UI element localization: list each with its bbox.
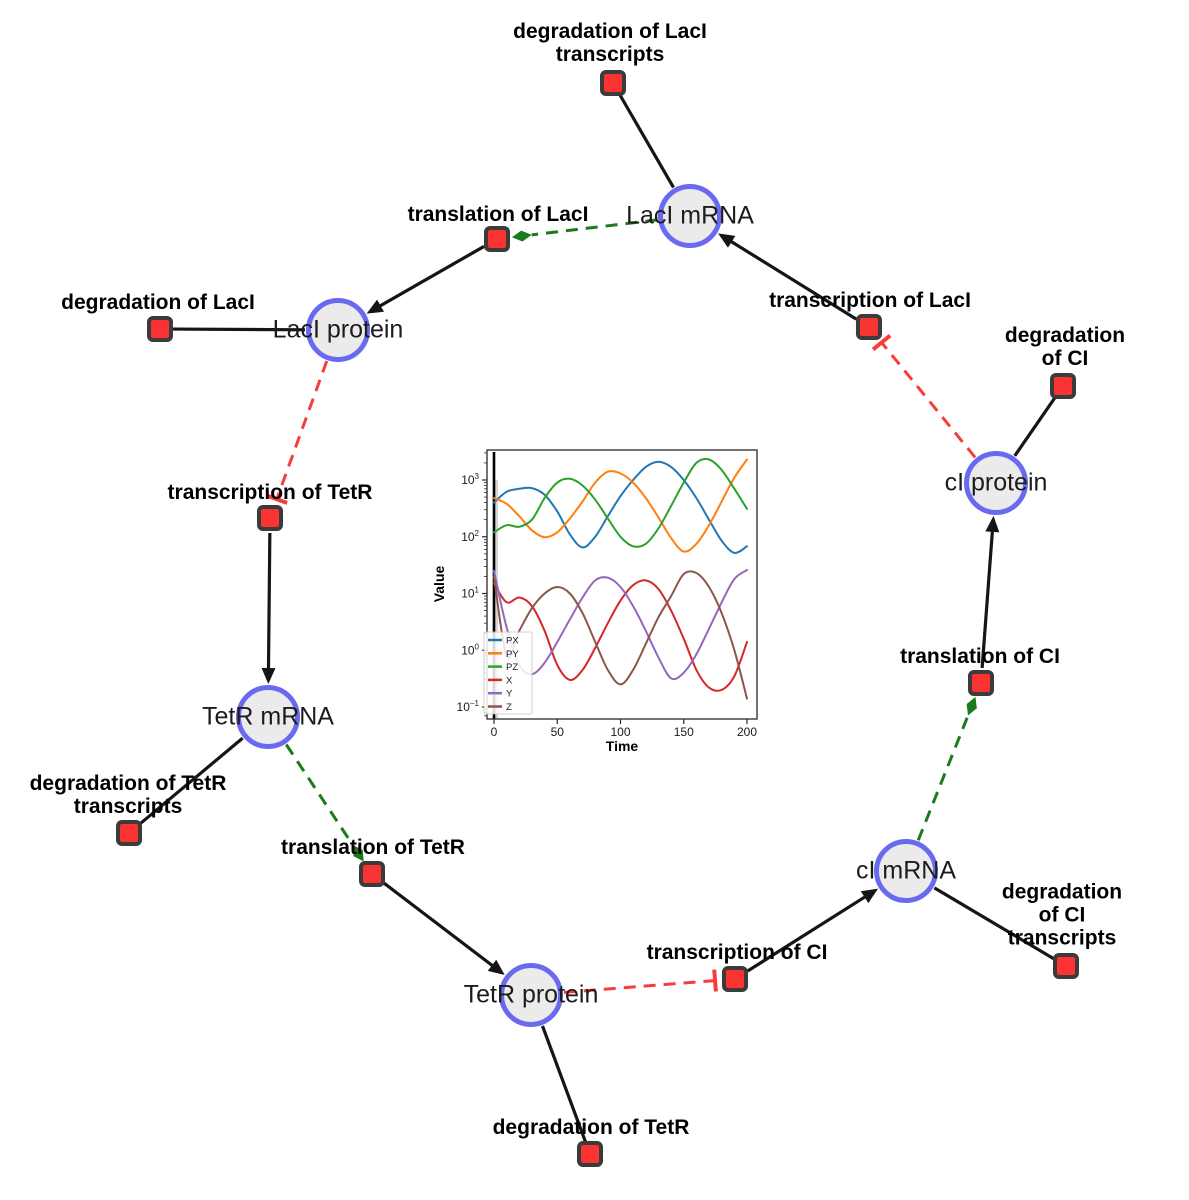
chart-x-tick-label: 50 <box>551 725 565 739</box>
species-label-tetr-mrna: TetR mRNA <box>202 702 334 731</box>
chart-frame <box>486 449 758 720</box>
reaction-node-deg-ci-transcripts <box>1053 953 1079 979</box>
reaction-node-deg-tetr-transcripts <box>116 820 142 846</box>
reaction-node-deg-laci <box>147 316 173 342</box>
reaction-node-transcription-ci <box>722 966 748 992</box>
reaction-label-translation-tetr: translation of TetR <box>281 835 465 859</box>
chart-series-PY <box>493 458 748 553</box>
edge-laci-mrna-translation-laci <box>511 218 658 242</box>
species-node-ci-protein <box>964 451 1028 515</box>
reaction-label-transcription-tetr: transcription of TetR <box>167 480 373 504</box>
chart-legend-label-Z: Z <box>506 702 512 713</box>
edge-transcription-ci-ci-mrna <box>746 888 879 973</box>
chart-x-tick-label: 150 <box>674 725 694 739</box>
edge-laci-protein-transcription-tetr <box>265 360 329 505</box>
reaction-node-deg-tetr <box>577 1141 603 1167</box>
chart-series-Z <box>493 570 748 700</box>
species-label-ci-protein: cI protein <box>944 468 1048 497</box>
reaction-node-deg-ci <box>1050 373 1076 399</box>
reaction-node-translation-tetr <box>359 861 385 887</box>
edge-tetr-protein-deg-tetr <box>540 1025 587 1143</box>
reaction-node-transcription-laci <box>856 314 882 340</box>
species-label-laci-mrna: LacI mRNA <box>626 201 754 230</box>
edge-transcription-tetr-tetr-mrna <box>261 532 276 685</box>
chart-legend-label-PZ: PZ <box>506 662 518 673</box>
edge-laci-protein-deg-laci <box>172 327 306 332</box>
chart-x-tick-label: 100 <box>610 725 630 739</box>
species-node-laci-mrna <box>658 184 722 248</box>
reaction-node-translation-ci <box>968 670 994 696</box>
chart-y-tick-label: 10−1 <box>457 699 480 714</box>
reaction-node-transcription-tetr <box>257 505 283 531</box>
reaction-label-deg-ci: degradation of CI <box>1004 323 1126 370</box>
reaction-label-deg-ci-transcripts: degradation of CI transcripts <box>1001 880 1123 950</box>
chart-y-tick-label: 102 <box>461 529 479 544</box>
chart-legend-label-X: X <box>506 675 513 686</box>
reaction-label-translation-ci: translation of CI <box>900 644 1060 668</box>
reaction-label-deg-laci-transcripts: degradation of LacI transcripts <box>513 19 707 66</box>
species-node-tetr-protein <box>499 963 563 1027</box>
chart-y-tick-label: 100 <box>461 642 479 657</box>
chart-series-PZ <box>493 457 748 548</box>
edge-ci-protein-transcription-laci <box>871 334 977 459</box>
edge-tetr-protein-transcription-ci <box>563 969 718 994</box>
chart-legend-label-PY: PY <box>506 649 519 660</box>
edge-tetr-mrna-deg-tetr-transcripts <box>137 736 244 826</box>
chart-x-tick-label: 0 <box>491 725 498 739</box>
edge-transcription-laci-laci-mrna <box>718 233 858 321</box>
chart-y-axis-label: Value <box>431 566 447 603</box>
edge-translation-ci-ci-protein <box>980 515 1000 669</box>
species-node-tetr-mrna <box>236 685 300 749</box>
reaction-label-transcription-laci: transcription of LacI <box>769 288 971 312</box>
edge-ci-mrna-translation-ci <box>916 696 977 841</box>
species-node-ci-mrna <box>874 839 938 903</box>
chart-y-tick-label: 101 <box>461 586 479 601</box>
species-node-laci-protein <box>306 298 370 362</box>
reaction-node-deg-laci-transcripts <box>600 70 626 96</box>
chart-legend: PX PY PZ XYZ <box>483 631 533 715</box>
chart-series-PX <box>493 460 748 554</box>
reaction-label-deg-tetr-transcripts: degradation of TetR transcripts <box>29 771 227 818</box>
inset-chart: 0 50 100 150 20010−1100101102103TimeValuePXP… <box>431 449 758 754</box>
reaction-label-deg-laci: degradation of LacI <box>61 290 255 314</box>
chart-x-tick-label: 200 <box>737 725 757 739</box>
edge-ci-protein-deg-ci <box>1013 395 1057 457</box>
chart-x-axis-label: Time <box>606 738 639 754</box>
chart-legend-label-PX: PX <box>506 636 519 647</box>
reaction-node-translation-laci <box>484 226 510 252</box>
chart-curves <box>493 457 748 700</box>
reaction-label-deg-tetr: degradation of TetR <box>492 1115 690 1139</box>
edge-tetr-mrna-translation-tetr <box>284 743 364 862</box>
edge-ci-mrna-deg-ci-transcripts <box>933 886 1056 961</box>
species-label-ci-mrna: cI mRNA <box>856 856 956 885</box>
reaction-label-translation-laci: translation of LacI <box>407 202 589 226</box>
reaction-label-transcription-ci: transcription of CI <box>646 940 828 964</box>
edge-translation-tetr-tetr-protein <box>382 881 505 976</box>
species-label-tetr-protein: TetR protein <box>463 980 599 1009</box>
edge-laci-mrna-deg-laci-transcripts <box>618 93 675 189</box>
edge-translation-laci-laci-protein <box>366 245 485 314</box>
chart-y-tick-label: 103 <box>461 472 479 487</box>
species-label-laci-protein: LacI protein <box>272 315 404 344</box>
chart-series-X <box>493 579 748 692</box>
chart-series-Y <box>493 569 748 681</box>
chart-legend-label-Y: Y <box>506 689 513 700</box>
